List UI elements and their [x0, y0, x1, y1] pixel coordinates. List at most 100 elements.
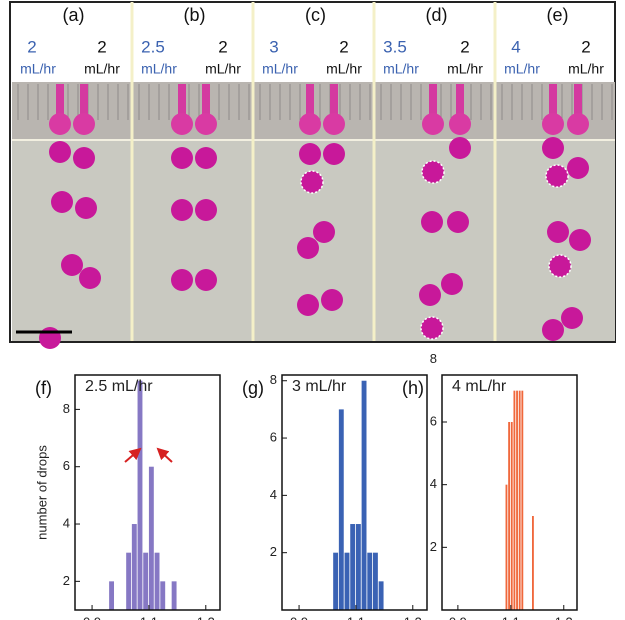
bar — [344, 552, 350, 610]
photo-strip: (a) 2 mL/hr 2 mL/hr (b) 2.5 mL/hr 2 mL/hr (c) 3 mL/h… — [12, 2, 615, 349]
droplet — [420, 316, 444, 340]
flow-rate: 2 — [27, 37, 36, 56]
flow-rate: 2 — [218, 37, 227, 56]
droplet — [75, 197, 97, 219]
x-tick-label: 1.1 — [347, 614, 365, 620]
flow-unit: mL/hr — [141, 61, 177, 77]
flow-unit: mL/hr — [262, 61, 298, 77]
flow-unit: mL/hr — [447, 61, 483, 77]
plot-frame — [281, 374, 428, 611]
plot-frame — [441, 374, 578, 611]
x-tick-label: 1.3 — [197, 614, 215, 620]
y-tick-label: 4 — [270, 487, 277, 502]
channel-top — [133, 82, 252, 140]
bar — [513, 390, 516, 610]
flow-rate: 4 — [511, 37, 520, 56]
bar — [131, 524, 137, 610]
flow-unit: mL/hr — [326, 61, 362, 77]
bar — [505, 484, 508, 610]
flow-rate: 2.5 — [141, 37, 165, 56]
x-tick-label: 0.9 — [449, 614, 467, 620]
bar — [355, 524, 361, 610]
chart-title: 3 mL/hr — [292, 378, 347, 395]
bar — [137, 380, 143, 610]
droplet — [441, 273, 463, 295]
droplet — [567, 157, 589, 179]
bar — [143, 552, 149, 610]
bar — [120, 610, 125, 620]
nozzle-drop — [567, 113, 589, 135]
y-tick-label: 8 — [430, 351, 437, 366]
flow-rate: 2 — [581, 37, 590, 56]
y-tick-label: 6 — [270, 429, 277, 444]
droplet — [297, 294, 319, 316]
droplet — [61, 254, 83, 276]
bars — [109, 380, 177, 620]
panel-label: (c) — [305, 5, 326, 25]
droplet — [419, 284, 441, 306]
droplet — [39, 327, 61, 349]
bar — [109, 581, 115, 610]
nozzle — [549, 84, 557, 124]
droplet — [569, 229, 591, 251]
nozzle-drop — [171, 113, 193, 135]
droplet — [195, 199, 217, 221]
nozzle-drop — [542, 113, 564, 135]
bars — [333, 380, 384, 610]
flow-rate: 2 — [97, 37, 106, 56]
x-tick-label: 1.3 — [555, 614, 573, 620]
panel-label: (h) — [402, 378, 424, 398]
arrow — [124, 447, 142, 463]
bar — [516, 390, 518, 610]
bar — [148, 466, 154, 610]
panel-label: (g) — [242, 378, 264, 398]
droplet — [73, 147, 95, 169]
droplet — [313, 221, 335, 243]
channel-top — [12, 82, 131, 140]
y-tick-label: 2 — [430, 539, 437, 554]
droplet — [545, 164, 569, 188]
arrow — [156, 447, 173, 463]
nozzle — [574, 84, 582, 124]
bar — [126, 552, 132, 610]
flow-unit: mL/hr — [504, 61, 540, 77]
droplet — [561, 307, 583, 329]
droplet — [51, 191, 73, 213]
bar — [532, 516, 534, 610]
nozzle-drop — [422, 113, 444, 135]
flow-rate: 3.5 — [383, 37, 407, 56]
flow-unit: mL/hr — [205, 61, 241, 77]
bar — [171, 581, 177, 610]
y-tick-label: 6 — [430, 413, 437, 428]
bar — [518, 390, 521, 610]
bar — [372, 552, 378, 610]
bar — [521, 390, 524, 610]
nozzle-drop — [195, 113, 217, 135]
nozzle-drop — [49, 113, 71, 135]
bar — [338, 409, 344, 610]
nozzle — [456, 84, 464, 124]
nozzle-drop — [323, 113, 345, 135]
nozzle-drop — [73, 113, 95, 135]
y-tick-label: 4 — [63, 515, 70, 530]
nozzle — [56, 84, 64, 124]
droplet — [321, 289, 343, 311]
y-tick-label: 2 — [270, 544, 277, 559]
nozzle — [178, 84, 186, 124]
bar — [378, 581, 384, 610]
flow-rate: 2 — [460, 37, 469, 56]
bar — [510, 422, 513, 610]
x-tick-label: 1.1 — [140, 614, 158, 620]
flow-unit: mL/hr — [383, 61, 419, 77]
droplet — [323, 143, 345, 165]
y-tick-label: 2 — [63, 573, 70, 588]
bar — [367, 552, 373, 610]
bar — [333, 552, 339, 610]
chart-title: 2.5 mL/hr — [85, 378, 153, 395]
droplet — [195, 147, 217, 169]
nozzle — [429, 84, 437, 124]
nozzle — [306, 84, 314, 124]
flow-unit: mL/hr — [568, 61, 604, 77]
x-tick-label: 0.9 — [83, 614, 101, 620]
